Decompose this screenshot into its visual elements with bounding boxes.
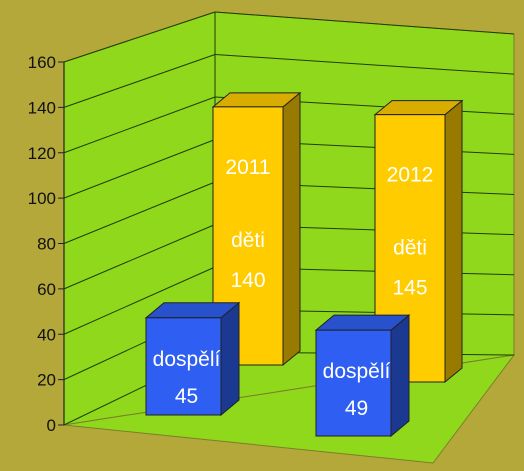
y-tick-label: 120	[28, 144, 56, 163]
bar-adults-2012: dospělí 49	[314, 314, 411, 438]
gridline-left	[63, 181, 216, 244]
y-tick-label: 140	[28, 98, 56, 117]
bar-category-label: 2011	[225, 156, 270, 179]
bar-value-label: 45	[175, 385, 198, 408]
y-tick-label: 20	[37, 371, 56, 390]
gridline-left	[63, 224, 216, 290]
gridline-back	[214, 11, 515, 35]
bar-adults-2011-side	[220, 301, 240, 417]
bar-value-label: 140	[230, 269, 265, 292]
y-tick-label: 60	[37, 280, 56, 299]
bar-series-label: děti	[393, 237, 427, 260]
y-tick-label: 100	[28, 189, 56, 208]
bar-value-label: 145	[392, 277, 427, 300]
gridline-left	[63, 11, 216, 63]
bar-series-label: dospělí	[153, 348, 221, 371]
bar-adults-2012-side	[390, 314, 410, 438]
bar-adults-2011-front	[145, 317, 222, 416]
bar-children-2012-side	[444, 99, 463, 384]
gridline-left	[63, 96, 216, 154]
bar-value-label: 49	[345, 397, 368, 420]
y-tick-label: 80	[37, 235, 56, 254]
y-axis: 0 20 40 60 80 100 120 140 160	[28, 53, 65, 435]
y-tick-label: 160	[28, 53, 56, 72]
y-tick-label: 40	[37, 325, 56, 344]
gridline-left	[63, 54, 216, 108]
bar-children-2011-side	[282, 91, 301, 367]
bar-adults-2011: dospělí 45	[144, 301, 241, 417]
bars: 2011 děti 140 2012 děti 145 dospělí 45 dospělí 49	[144, 91, 464, 438]
bar-series-label: děti	[231, 229, 265, 252]
gridline-left	[63, 139, 216, 199]
gridline-left	[63, 266, 216, 335]
y-tick-label: 0	[47, 416, 56, 435]
bar-category-label: 2012	[387, 164, 434, 187]
gridline-back	[214, 54, 515, 75]
bar-children-2012: 2012 děti 145	[373, 99, 464, 384]
bar-series-label: dospělí	[323, 360, 391, 383]
bar-adults-2012-front	[315, 329, 392, 437]
